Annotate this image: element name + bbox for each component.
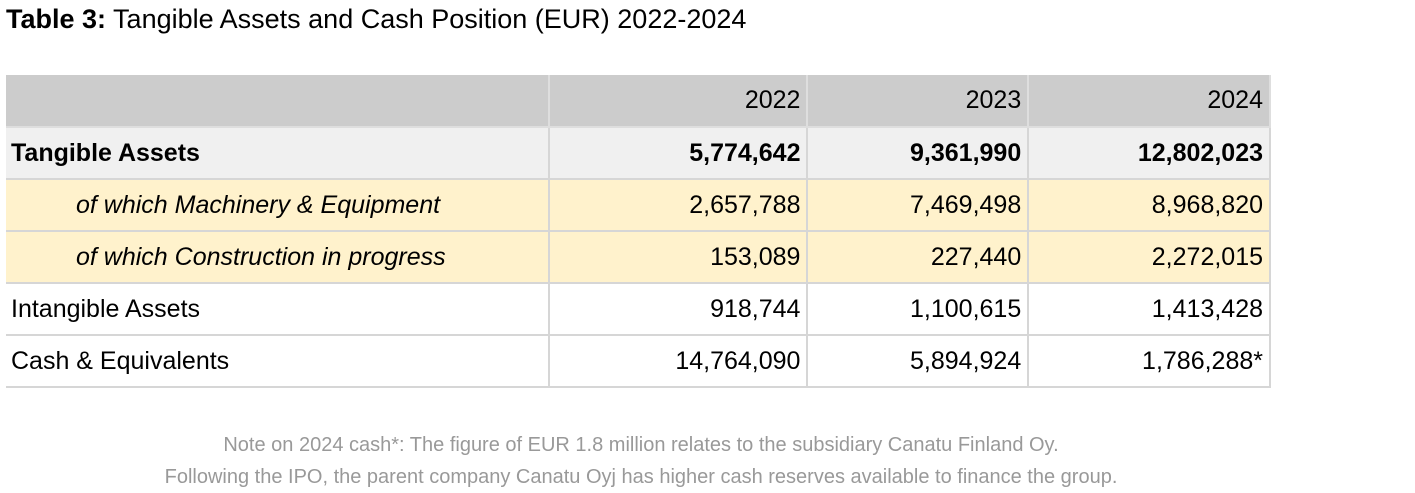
- cell-2022: 153,089: [547, 230, 809, 284]
- header-cell-2022: 2022: [547, 75, 809, 128]
- footnote: Note on 2024 cash*: The figure of EUR 1.…: [0, 429, 1282, 493]
- row-label: Intangible Assets: [6, 282, 550, 336]
- table-title: Table 3: Tangible Assets and Cash Positi…: [6, 2, 746, 36]
- cell-2022: 2,657,788: [547, 178, 809, 232]
- row-label: of which Construction in progress: [6, 230, 550, 284]
- table-row-tangible-assets: Tangible Assets 5,774,642 9,361,990 12,8…: [6, 126, 1271, 180]
- cell-2022: 5,774,642: [547, 126, 809, 180]
- cell-2024: 1,786,288*: [1027, 334, 1271, 388]
- table-row-intangible-assets: Intangible Assets 918,744 1,100,615 1,41…: [6, 282, 1271, 336]
- cell-2022: 918,744: [547, 282, 809, 336]
- row-label: Tangible Assets: [6, 126, 550, 180]
- cell-2023: 1,100,615: [806, 282, 1030, 336]
- row-label: Cash & Equivalents: [6, 334, 550, 388]
- footnote-line-1: Note on 2024 cash*: The figure of EUR 1.…: [223, 434, 1059, 456]
- header-cell-label: [6, 75, 550, 128]
- cell-2024: 1,413,428: [1027, 282, 1271, 336]
- header-cell-2023: 2023: [806, 75, 1030, 128]
- cell-2024: 8,968,820: [1027, 178, 1271, 232]
- table-row-machinery-equipment: of which Machinery & Equipment 2,657,788…: [6, 178, 1271, 232]
- cell-2022: 14,764,090: [547, 334, 809, 388]
- cell-2023: 9,361,990: [806, 126, 1030, 180]
- cell-2023: 227,440: [806, 230, 1030, 284]
- table-row-construction-in-progress: of which Construction in progress 153,08…: [6, 230, 1271, 284]
- cell-2024: 12,802,023: [1027, 126, 1271, 180]
- table-title-text: Tangible Assets and Cash Position (EUR) …: [113, 4, 747, 34]
- row-label: of which Machinery & Equipment: [6, 178, 550, 232]
- assets-table: 2022 2023 2024 Tangible Assets 5,774,642…: [6, 75, 1271, 388]
- cell-2023: 7,469,498: [806, 178, 1030, 232]
- table-header-row: 2022 2023 2024: [6, 75, 1271, 128]
- header-cell-2024: 2024: [1027, 75, 1271, 128]
- cell-2024: 2,272,015: [1027, 230, 1271, 284]
- table-row-cash-equivalents: Cash & Equivalents 14,764,090 5,894,924 …: [6, 334, 1271, 388]
- cell-2023: 5,894,924: [806, 334, 1030, 388]
- table-title-lead: Table 3:: [6, 4, 107, 34]
- footnote-line-2: Following the IPO, the parent company Ca…: [164, 466, 1118, 488]
